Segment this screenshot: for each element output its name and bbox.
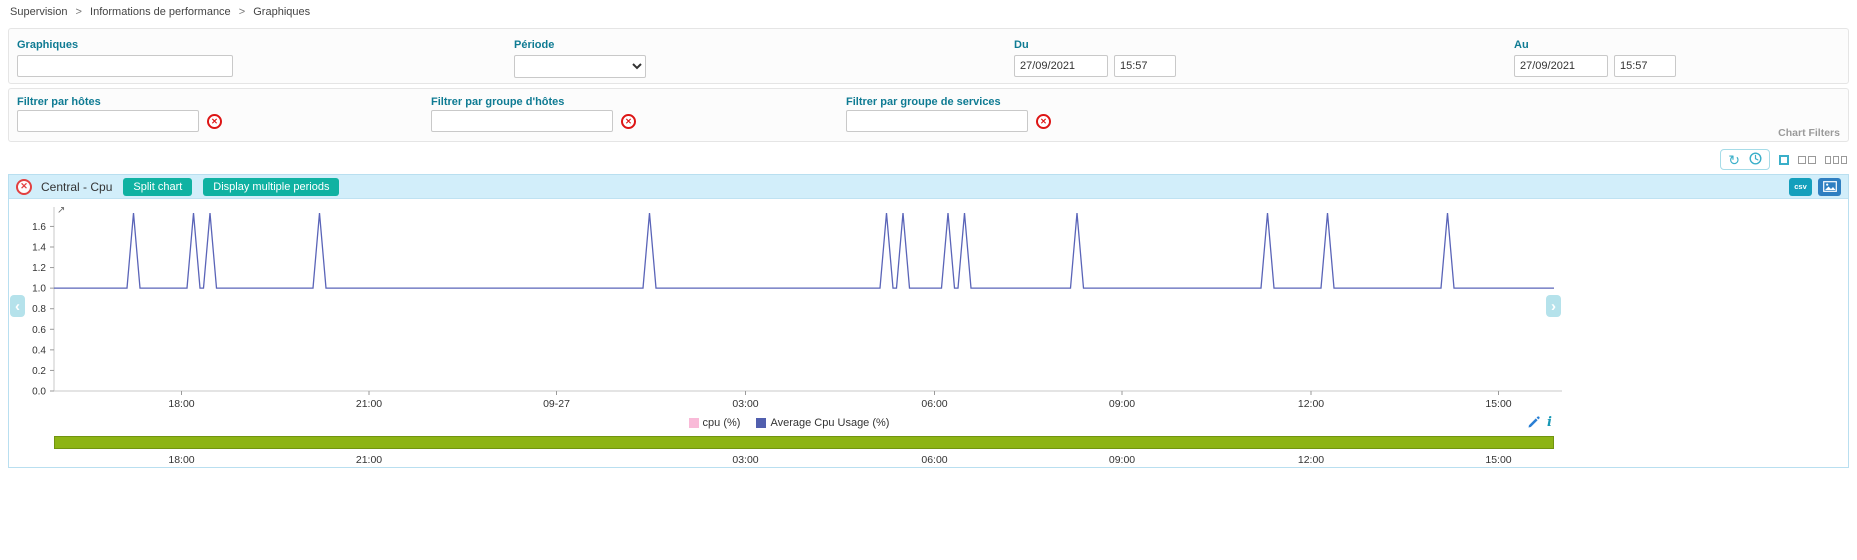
layout-two-columns-button[interactable] (1798, 155, 1816, 164)
timeline-tick-label: 06:00 (921, 454, 948, 466)
chart-legend: cpu (%) Average Cpu Usage (%) i (9, 413, 1569, 433)
chart-panel-header: ✕ Central - Cpu Split chart Display mult… (9, 175, 1848, 199)
period-select[interactable] (514, 55, 646, 78)
chart-title: Central - Cpu (41, 179, 113, 194)
square-icon (1779, 154, 1789, 165)
chart-panel: ✕ Central - Cpu Split chart Display mult… (8, 174, 1849, 468)
filter-hosts-input[interactable] (17, 110, 199, 132)
split-chart-button[interactable]: Split chart (123, 177, 193, 196)
clear-servicegroups-filter-icon[interactable]: ✕ (1036, 114, 1051, 129)
filter-hostgroups-input[interactable] (431, 110, 613, 132)
square-icon (1833, 155, 1839, 164)
y-axis-tick-label: 0.0 (32, 387, 46, 398)
y-axis-tick-label: 0.6 (32, 325, 46, 336)
timeline-axis: 18:00 21:00 03:00 06:00 09:00 12:00 15:00 (9, 449, 1569, 467)
y-axis-tick-label: 0.2 (32, 366, 46, 377)
export-image-button[interactable] (1818, 177, 1841, 196)
breadcrumb-separator: > (238, 6, 246, 18)
image-icon (1822, 181, 1837, 192)
timeline-tick-label: 15:00 (1485, 454, 1512, 466)
timeline-tick-label: 09:00 (1108, 454, 1136, 466)
x-axis-tick-label: 09:00 (1109, 398, 1135, 410)
x-axis-tick-label: 03:00 (732, 398, 758, 410)
square-icon (1825, 155, 1831, 164)
x-axis-tick-label: 12:00 (1298, 398, 1324, 410)
timeline-tick-label: 03:00 (732, 454, 759, 466)
breadcrumb-performance-info[interactable]: Informations de performance (90, 6, 231, 18)
from-date-input[interactable] (1014, 55, 1108, 77)
breadcrumb: Supervision > Informations de performanc… (10, 6, 310, 18)
cpu-usage-chart[interactable]: 0.0 0.2 0.4 0.6 0.8 1.0 1.2 1.4 1.6 18:00 21:00 09-… (9, 199, 1569, 413)
filter-hosts-label: Filtrer par hôtes (17, 96, 101, 108)
x-axis-tick-label: 15:00 (1485, 398, 1511, 410)
timeline-tick-label: 12:00 (1297, 454, 1325, 466)
legend-swatch-average-cpu (756, 418, 767, 428)
refresh-period-group: ↻ (1720, 149, 1770, 170)
export-csv-button[interactable]: csv (1789, 177, 1812, 196)
filter-servicegroups-label: Filtrer par groupe de services (846, 96, 1001, 108)
pan-left-button[interactable]: ‹ (10, 295, 25, 317)
square-icon (1808, 155, 1816, 164)
chart-area: 0.0 0.2 0.4 0.6 0.8 1.0 1.2 1.4 1.6 18:00 21:00 09-… (9, 199, 1848, 413)
legend-label-average-cpu: Average Cpu Usage (%) (770, 417, 890, 429)
average-cpu-line (54, 213, 1554, 289)
filter-hostgroups-label: Filtrer par groupe d'hôtes (431, 96, 565, 108)
from-time-input[interactable] (1114, 55, 1176, 77)
filter-panel-bottom: Filtrer par hôtes ✕ Filtrer par groupe d… (8, 88, 1849, 142)
breadcrumb-supervision[interactable]: Supervision (10, 6, 68, 18)
breadcrumb-separator: > (75, 6, 82, 18)
brush-icon[interactable] (1527, 416, 1540, 429)
timeline-tick-label: 21:00 (355, 454, 383, 466)
x-axis-tick-label: 21:00 (356, 398, 382, 410)
filter-servicegroups-input[interactable] (846, 110, 1028, 132)
x-axis-tick-label: 09-27 (543, 398, 570, 410)
to-time-input[interactable] (1614, 55, 1676, 77)
layout-one-column-button[interactable] (1779, 154, 1789, 165)
legend-label-cpu: cpu (%) (702, 417, 741, 429)
to-date-input[interactable] (1514, 55, 1608, 77)
legend-item-average-cpu[interactable]: Average Cpu Usage (%) (756, 417, 889, 429)
to-label: Au (1514, 39, 1529, 51)
graphs-label: Graphiques (17, 39, 79, 51)
info-icon[interactable]: i (1547, 415, 1552, 430)
chart-filters-label: Chart Filters (1778, 127, 1840, 139)
clear-hostgroups-filter-icon[interactable]: ✕ (621, 114, 636, 129)
from-label: Du (1014, 39, 1029, 51)
x-axis-tick-label: 18:00 (168, 398, 194, 410)
y-axis-tick-label: 1.4 (32, 243, 46, 254)
legend-item-cpu[interactable]: cpu (%) (688, 417, 741, 429)
square-icon (1841, 155, 1847, 164)
y-axis-tick-label: 0.4 (32, 345, 46, 356)
y-axis-tick-label: 1.2 (32, 263, 46, 274)
clock-icon[interactable] (1749, 152, 1762, 167)
filter-panel-top: Graphiques Période Du Au (8, 28, 1849, 84)
display-multiple-periods-button[interactable]: Display multiple periods (203, 177, 340, 196)
refresh-icon[interactable]: ↻ (1728, 151, 1740, 168)
y-axis-tick-label: 1.6 (32, 222, 46, 233)
zoom-hint-icon: ↗ (57, 205, 66, 216)
square-icon (1798, 155, 1806, 164)
y-axis-tick-label: 0.8 (32, 304, 46, 315)
y-axis-tick-label: 1.0 (32, 284, 46, 295)
x-axis-tick-label: 06:00 (921, 398, 947, 410)
graph-toolbar: ↻ (1720, 149, 1847, 170)
graphs-input[interactable] (17, 55, 233, 77)
legend-tools: i (1527, 415, 1552, 430)
pan-right-button[interactable]: › (1546, 295, 1561, 317)
period-label: Période (514, 39, 555, 51)
layout-three-columns-button[interactable] (1825, 155, 1847, 164)
timeline-tick-label: 18:00 (168, 454, 195, 466)
timeline-selector-bar[interactable] (54, 436, 1554, 449)
legend-swatch-cpu (688, 418, 699, 428)
close-chart-icon[interactable]: ✕ (16, 178, 32, 195)
breadcrumb-graphiques: Graphiques (253, 6, 311, 18)
clear-hosts-filter-icon[interactable]: ✕ (207, 114, 222, 129)
